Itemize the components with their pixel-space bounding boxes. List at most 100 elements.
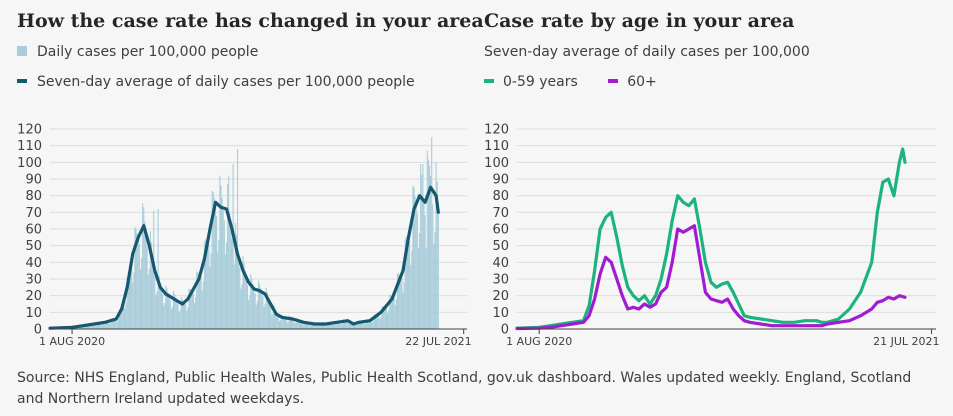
daily-bar [323, 324, 325, 329]
daily-bar [143, 207, 145, 329]
daily-bar [241, 284, 243, 329]
daily-bar [202, 281, 204, 329]
daily-bar [115, 320, 117, 329]
daily-bar [158, 275, 160, 329]
daily-bar [380, 317, 382, 329]
daily-bar [373, 314, 375, 329]
series-line [48, 185, 440, 330]
daily-bar [328, 322, 330, 329]
daily-bar [126, 276, 128, 329]
daily-bar [150, 242, 153, 329]
daily-bar [170, 309, 172, 329]
daily-bar [321, 323, 324, 329]
daily-bar [390, 295, 392, 329]
daily-bar [138, 244, 140, 329]
y-tick-label: 60 [25, 223, 42, 238]
daily-bar [356, 325, 358, 329]
daily-bar [195, 297, 197, 329]
daily-bar [85, 326, 87, 329]
daily-bar [308, 323, 310, 329]
daily-bar [91, 324, 93, 329]
daily-bar [209, 267, 211, 329]
daily-bar [236, 149, 239, 329]
daily-bar [96, 322, 98, 329]
daily-bar [381, 306, 383, 329]
daily-bar [437, 203, 439, 329]
daily-bar [245, 278, 247, 329]
daily-bar [339, 322, 341, 329]
daily-bar [387, 313, 389, 329]
daily-bar [149, 231, 151, 329]
daily-bar [425, 248, 427, 329]
daily-bar [193, 302, 196, 329]
daily-bar [107, 322, 110, 329]
daily-bar [406, 237, 408, 329]
daily-bar [212, 192, 214, 329]
daily-bar [242, 256, 244, 329]
y-tick-label: 10 [492, 306, 509, 321]
daily-bar [336, 321, 338, 329]
daily-bar [330, 323, 332, 329]
y-tick-label: 50 [492, 239, 509, 254]
daily-bar [134, 226, 136, 329]
daily-bar [224, 254, 226, 329]
daily-bar [228, 175, 230, 329]
daily-bar [366, 319, 368, 329]
daily-bar [164, 302, 166, 329]
daily-bar [363, 324, 365, 329]
daily-bar [395, 299, 397, 329]
daily-bar [289, 316, 292, 329]
daily-bar [422, 164, 424, 329]
daily-bar [377, 315, 379, 329]
daily-bar [147, 274, 149, 329]
daily-bar [203, 241, 205, 329]
daily-bar [416, 213, 418, 329]
daily-bar [309, 325, 311, 329]
daily-bar [287, 321, 289, 329]
daily-bar [293, 320, 295, 329]
daily-bar [430, 176, 432, 329]
daily-bar [104, 321, 106, 329]
daily-bar [393, 296, 395, 329]
daily-bar [415, 206, 417, 329]
x-tick-label: 1 AUG 2020 [39, 335, 105, 348]
daily-bar [159, 284, 161, 329]
daily-bar [360, 321, 362, 329]
daily-bar [317, 325, 319, 329]
daily-bar [123, 303, 125, 329]
daily-bar [154, 276, 156, 329]
daily-bar [368, 320, 370, 329]
daily-bar [146, 246, 148, 329]
y-tick-label: 100 [484, 156, 509, 171]
daily-bar [267, 297, 269, 329]
daily-bar [426, 150, 428, 329]
daily-bar [315, 324, 317, 329]
daily-bar [436, 181, 438, 329]
daily-bar [414, 196, 416, 329]
daily-bar [128, 269, 130, 329]
daily-bar [271, 314, 273, 329]
daily-bar [254, 293, 256, 329]
daily-bar [272, 313, 274, 329]
legend-daily-label: Daily cases per 100,000 people [37, 44, 259, 60]
daily-bar [225, 242, 228, 329]
daily-bar [169, 299, 171, 329]
daily-bar [274, 308, 276, 329]
daily-bar [384, 307, 386, 329]
daily-bar [167, 292, 169, 329]
daily-bar [243, 262, 245, 329]
daily-bar [273, 305, 275, 329]
y-tick-label: 120 [484, 123, 509, 138]
daily-bar [188, 289, 190, 329]
daily-bar [190, 290, 192, 329]
y-tick-label: 50 [25, 239, 42, 254]
daily-bar [326, 325, 328, 329]
daily-bar [185, 303, 187, 329]
daily-bar [424, 215, 426, 329]
daily-bar [435, 162, 437, 329]
daily-bar [260, 288, 262, 329]
daily-bar [99, 323, 101, 329]
daily-bar [192, 293, 194, 329]
x-tick-label: 1 AUG 2020 [506, 335, 572, 348]
